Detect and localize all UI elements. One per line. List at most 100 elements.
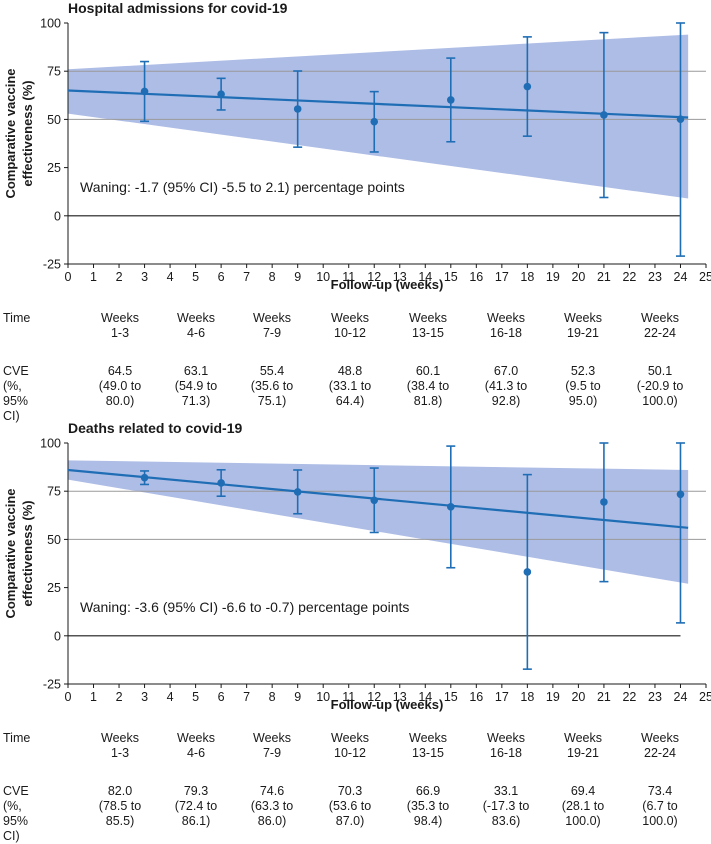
weeks-cell: Weeks 19-21: [564, 311, 602, 340]
x-tick-label: 2: [116, 270, 123, 284]
cve-cell: 52.3 (9.5 to 95.0): [565, 364, 601, 408]
weeks-cell: Weeks 13-15: [409, 731, 447, 760]
x-tick-label: 11: [342, 270, 355, 284]
cve-cell: 79.3 (72.4 to 86.1): [174, 784, 218, 828]
x-tick-label: 19: [546, 270, 560, 284]
y-axis-title: Comparative vaccine effectiveness (%): [3, 68, 35, 198]
hospital-admissions-chart: Hospital admissions for covid-19-2502550…: [3, 0, 711, 292]
y-tick-label: -25: [43, 678, 61, 692]
x-tick-label: 5: [192, 270, 199, 284]
cve-row-label: CVE (%, 95% CI): [3, 364, 29, 423]
weeks-cell: Weeks 1-3: [101, 311, 139, 340]
x-tick-label: 20: [571, 690, 585, 704]
weeks-cell: Weeks 10-12: [331, 731, 369, 760]
x-tick-label: 0: [65, 690, 72, 704]
x-tick-label: 8: [269, 690, 276, 704]
x-tick-label: 23: [648, 690, 662, 704]
data-point: [447, 96, 455, 104]
x-tick-label: 11: [342, 690, 355, 704]
cve-cell: 64.5 (49.0 to 80.0): [98, 364, 142, 408]
x-axis-title: Follow-up (weeks): [331, 697, 444, 712]
cve-cell: 50.1 (-20.9 to 100.0): [636, 364, 684, 408]
x-tick-label: 7: [243, 690, 250, 704]
cve-row-label: CVE (%, 95% CI): [3, 784, 29, 843]
data-point: [140, 87, 149, 96]
data-point: [523, 568, 532, 576]
x-tick-label: 4: [167, 270, 174, 284]
waning-annotation: Waning: -1.7 (95% CI) -5.5 to 2.1) perce…: [80, 179, 405, 195]
x-tick-label: 22: [622, 270, 636, 284]
data-point: [217, 479, 225, 487]
y-tick-label: 100: [40, 437, 61, 451]
x-tick-label: 18: [520, 690, 534, 704]
x-tick-label: 1: [90, 690, 97, 704]
trend-line: [67, 468, 689, 529]
x-tick-label: 21: [597, 690, 611, 704]
y-tick-label: 0: [54, 209, 61, 223]
x-tick-label: 10: [316, 270, 330, 284]
y-axis-title: Comparative vaccine effectiveness (%): [3, 488, 35, 618]
data-point: [600, 498, 608, 506]
y-tick-label: 50: [47, 113, 61, 127]
data-point: [217, 90, 225, 98]
weeks-cell: Weeks 16-18: [487, 311, 525, 340]
data-point: [370, 117, 379, 126]
y-tick-label: 50: [47, 533, 61, 547]
x-tick-label: 20: [571, 270, 585, 284]
cve-cell: 82.0 (78.5 to 85.5): [98, 784, 142, 828]
data-point: [676, 115, 685, 124]
x-tick-label: 12: [367, 270, 381, 284]
y-tick-label: 25: [47, 161, 61, 175]
weeks-cell: Weeks 1-3: [101, 731, 139, 760]
x-tick-label: 9: [294, 270, 301, 284]
y-tick-label: 0: [54, 629, 61, 643]
x-tick-label: 3: [141, 270, 148, 284]
x-tick-label: 5: [192, 690, 199, 704]
weeks-cell: Weeks 22-24: [641, 731, 679, 760]
cve-cell: 69.4 (28.1 to 100.0): [561, 784, 605, 828]
cve-cell: 55.4 (35.6 to 75.1): [250, 364, 294, 408]
time-row-label: Time: [3, 731, 31, 745]
weeks-cell: Weeks 10-12: [331, 311, 369, 340]
x-tick-label: 15: [444, 270, 458, 284]
x-tick-label: 3: [141, 690, 148, 704]
data-point: [676, 490, 685, 499]
x-tick-label: 23: [648, 270, 662, 284]
x-tick-label: 17: [495, 690, 509, 704]
y-tick-label: 100: [40, 17, 61, 31]
y-tick-label: 25: [47, 581, 61, 595]
cve-cell: 67.0 (41.3 to 92.8): [484, 364, 528, 408]
x-tick-label: 8: [269, 270, 276, 284]
weeks-cell: Weeks 4-6: [177, 731, 215, 760]
x-tick-label: 7: [243, 270, 250, 284]
data-point: [447, 503, 455, 511]
data-point: [293, 105, 302, 113]
data-point: [370, 496, 379, 505]
cve-cell: 48.8 (33.1 to 64.4): [328, 364, 372, 408]
y-tick-label: -25: [43, 258, 61, 272]
y-tick-label: 75: [47, 65, 61, 79]
x-tick-label: 24: [674, 270, 688, 284]
x-tick-label: 6: [218, 690, 225, 704]
x-tick-label: 6: [218, 270, 225, 284]
cve-cell: 70.3 (53.6 to 87.0): [328, 784, 372, 828]
x-tick-label: 13: [393, 270, 407, 284]
x-tick-label: 14: [418, 690, 432, 704]
x-tick-label: 18: [520, 270, 534, 284]
cve-cell: 63.1 (54.9 to 71.3): [174, 364, 218, 408]
x-tick-label: 13: [393, 690, 407, 704]
x-tick-label: 22: [622, 690, 636, 704]
x-tick-label: 21: [597, 270, 611, 284]
data-point: [600, 111, 608, 119]
x-tick-label: 25: [699, 270, 711, 284]
weeks-cell: Weeks 13-15: [409, 311, 447, 340]
weeks-cell: Weeks 7-9: [253, 311, 291, 340]
chart-title: Deaths related to covid-19: [68, 420, 242, 436]
x-tick-label: 14: [418, 270, 432, 284]
x-tick-label: 10: [316, 690, 330, 704]
x-tick-label: 19: [546, 690, 560, 704]
x-tick-label: 4: [167, 690, 174, 704]
weeks-cell: Weeks 19-21: [564, 731, 602, 760]
x-tick-label: 9: [294, 690, 301, 704]
x-tick-label: 1: [90, 270, 97, 284]
